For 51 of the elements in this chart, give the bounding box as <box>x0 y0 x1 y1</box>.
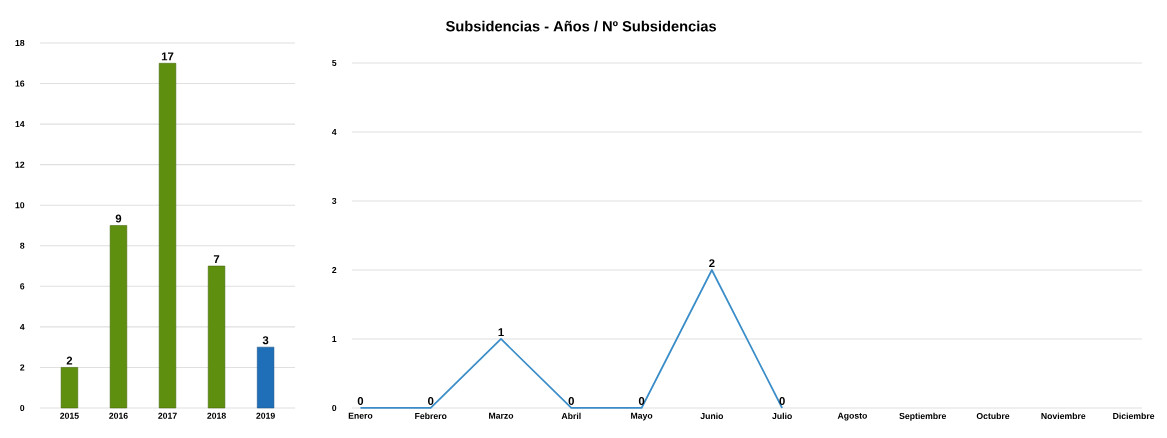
y-tick-label: 12 <box>15 161 25 168</box>
data-label: 9 <box>115 214 122 223</box>
y-tick-label: 3 <box>332 197 337 205</box>
y-tick-label: 2 <box>20 364 25 371</box>
data-label: 0 <box>779 397 785 406</box>
x-tick-label: Octubre <box>976 412 1010 420</box>
x-tick-label: 2016 <box>109 412 128 419</box>
x-tick-label: Diciembre <box>1113 412 1155 420</box>
x-tick-label: Abril <box>561 412 581 420</box>
x-tick-label: 2018 <box>207 412 226 419</box>
data-label: 0 <box>568 397 574 406</box>
x-tick-label: Febrero <box>415 412 447 420</box>
y-tick-label: 4 <box>19 323 25 330</box>
data-label: 17 <box>161 52 174 61</box>
x-tick-label: Agosto <box>837 412 868 421</box>
data-label: 2 <box>709 259 715 268</box>
chart-title: Subsidencias - Años / Nº Subsidencias <box>445 20 717 32</box>
bar <box>60 367 79 409</box>
x-tick-label: Junio <box>700 412 724 420</box>
bar <box>256 346 275 409</box>
y-tick-label: 18 <box>15 39 25 47</box>
x-tick-label: Septiembre <box>899 412 947 421</box>
x-tick-label: 2015 <box>60 412 79 419</box>
x-tick-label: Noviembre <box>1041 412 1086 420</box>
data-label: 1 <box>498 328 504 337</box>
y-tick-label: 1 <box>332 336 337 342</box>
data-label: 3 <box>262 336 269 345</box>
y-tick-label: 4 <box>331 129 337 135</box>
x-tick-label: 2019 <box>256 412 275 419</box>
data-label: 0 <box>357 397 364 406</box>
y-tick-label: 14 <box>15 121 25 128</box>
y-tick-label: 16 <box>15 80 25 87</box>
y-tick-label: 0 <box>20 404 25 412</box>
x-tick-label: Enero <box>348 412 373 419</box>
x-tick-label: Marzo <box>489 412 514 419</box>
data-label: 0 <box>638 397 645 406</box>
bar <box>158 63 177 409</box>
data-label: 2 <box>66 356 73 365</box>
y-tick-label: 8 <box>20 242 25 249</box>
y-tick-label: 6 <box>20 283 25 290</box>
y-tick-label: 10 <box>15 202 25 209</box>
y-tick-label: 0 <box>332 404 337 412</box>
x-tick-label: 2017 <box>158 412 177 419</box>
x-tick-label: Julio <box>772 412 792 420</box>
y-tick-label: 5 <box>332 59 337 67</box>
data-label: 0 <box>428 397 434 406</box>
data-label: 7 <box>213 255 220 264</box>
x-tick-label: Mayo <box>631 412 653 421</box>
bar <box>109 225 128 409</box>
y-tick-label: 2 <box>332 266 337 274</box>
bar <box>207 265 226 409</box>
